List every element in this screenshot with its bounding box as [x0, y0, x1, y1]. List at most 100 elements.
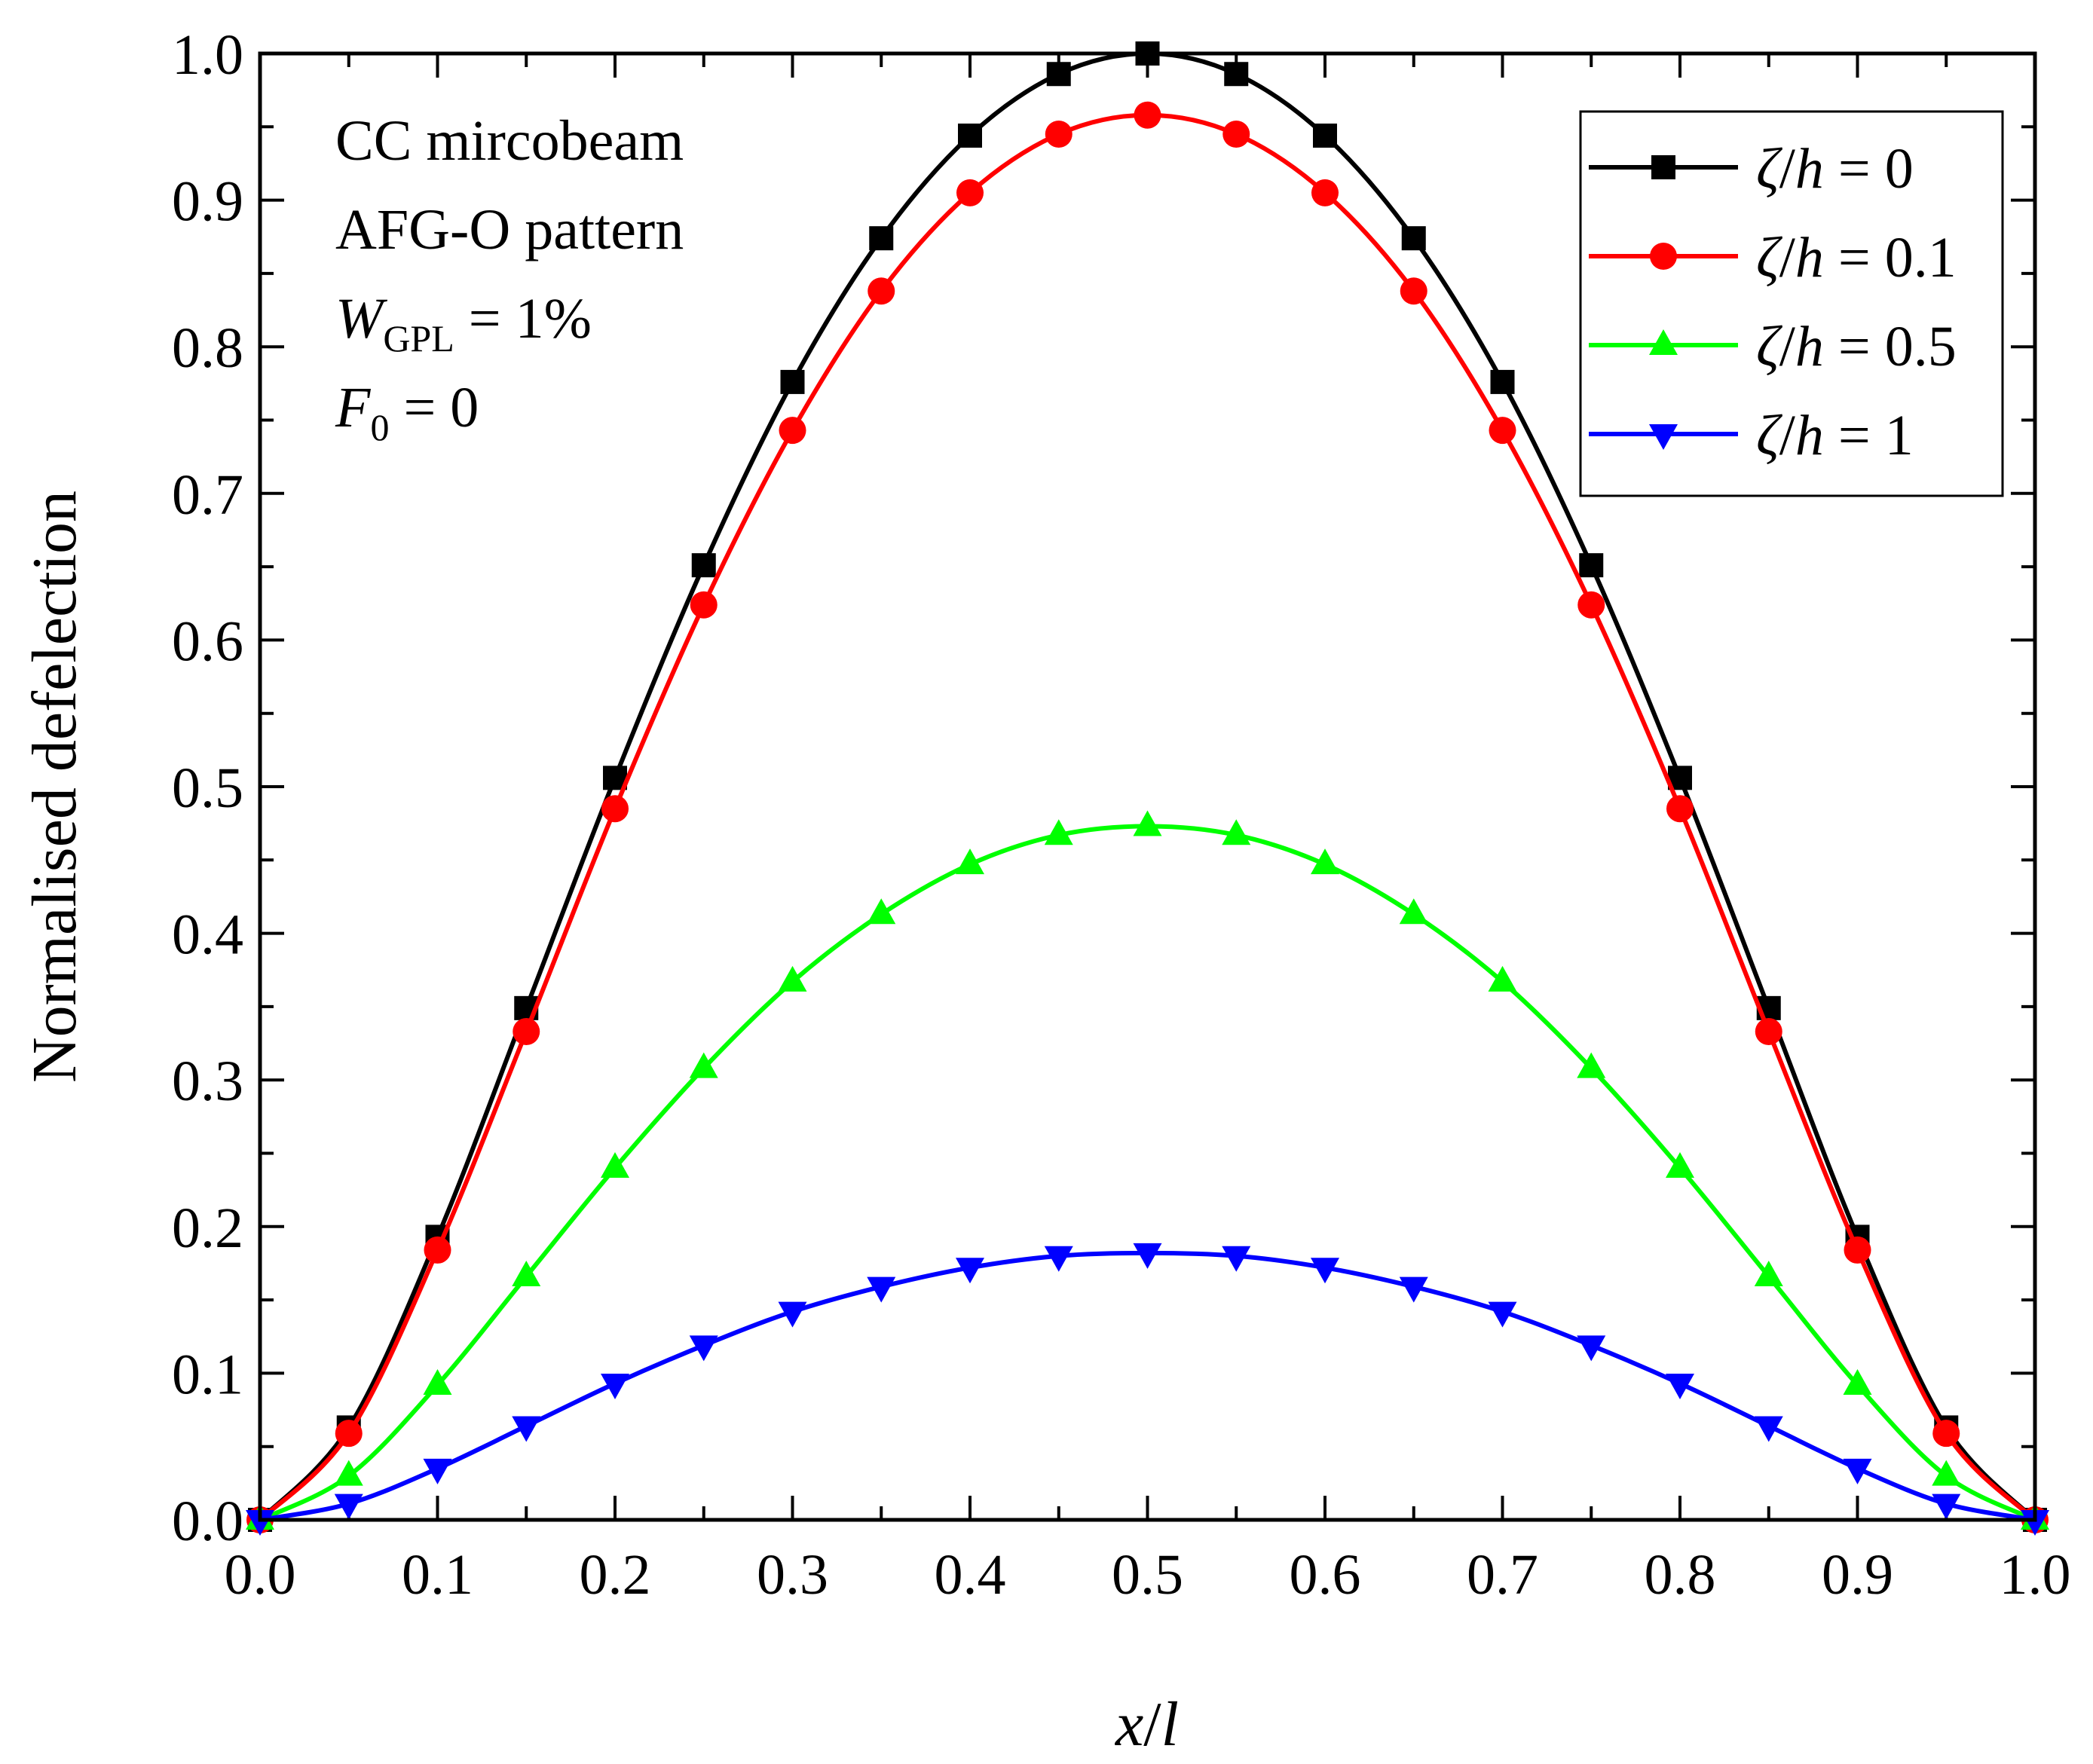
data-point [689, 1335, 718, 1362]
x-tick-label: 0.3 [757, 1543, 828, 1607]
data-point [956, 848, 984, 875]
x-tick-label: 0.9 [1822, 1543, 1893, 1607]
legend-label: ζ/h = 1 [1756, 404, 1914, 467]
data-point [1489, 417, 1516, 445]
legend-item: ζ/h = 0 [1589, 137, 1914, 200]
legend: ζ/h = 0 ζ/h = 0.1 ζ/h = 0.5 ζ/h = 1 [1579, 110, 2004, 497]
data-point [1044, 819, 1073, 845]
data-point [869, 226, 894, 251]
data-point [1224, 62, 1249, 87]
legend-marker [1650, 243, 1677, 270]
x-tick-label: 0.2 [580, 1543, 651, 1607]
data-point [778, 965, 807, 992]
data-point [1488, 965, 1517, 992]
data-point [1932, 1420, 1960, 1448]
data-point [1045, 121, 1073, 148]
data-point [512, 1260, 541, 1286]
data-point [1044, 1246, 1073, 1272]
annotation-gpl-fraction: WGPL = 1% [335, 287, 592, 359]
legend-item: ζ/h = 0.1 [1589, 226, 1957, 289]
data-point [1755, 1017, 1782, 1045]
data-point [2021, 1510, 2049, 1536]
data-point [1134, 101, 1161, 129]
data-point [601, 1151, 629, 1178]
annotation-force: F0 = 0 [335, 376, 479, 448]
data-point [1222, 1246, 1251, 1272]
data-point [423, 1458, 452, 1484]
x-tick-label: 0.4 [935, 1543, 1006, 1607]
x-tick-label: 0.8 [1645, 1543, 1716, 1607]
x-axis-title: x/l [1114, 1689, 1179, 1759]
y-tick-label: 0.0 [172, 1490, 243, 1553]
y-tick-label: 0.8 [172, 316, 243, 380]
series-4 [246, 1243, 2049, 1536]
y-axis-title: Normalised defelection [20, 491, 90, 1083]
data-point [1754, 1416, 1783, 1442]
y-tick-label: 0.7 [172, 463, 243, 527]
data-point [1666, 795, 1694, 823]
data-point [1311, 848, 1339, 875]
data-point [1400, 277, 1427, 305]
data-point [956, 179, 984, 206]
data-point [1222, 121, 1250, 148]
data-point [690, 591, 718, 619]
data-point [334, 1493, 363, 1520]
data-point [867, 277, 895, 305]
y-tick-label: 0.2 [172, 1197, 243, 1260]
data-point [867, 898, 896, 925]
data-point [1844, 1236, 1871, 1264]
series-2 [246, 101, 2049, 1533]
data-point [513, 1017, 540, 1045]
data-point [1666, 1151, 1694, 1178]
x-tick-label: 0.1 [402, 1543, 473, 1607]
data-point [424, 1236, 451, 1264]
data-point [334, 1460, 363, 1486]
data-point [1311, 179, 1339, 206]
legend-item: ζ/h = 1 [1589, 404, 1914, 467]
annotation-block: CC mircobeam AFG-O pattern WGPL = 1% F0 … [335, 109, 684, 448]
data-point [1843, 1458, 1872, 1484]
y-tick-label: 0.3 [172, 1050, 243, 1113]
x-tick-label: 0.7 [1467, 1543, 1538, 1607]
data-point [1399, 898, 1428, 925]
x-tick-label: 0.5 [1112, 1543, 1183, 1607]
data-point [1932, 1493, 1961, 1520]
data-point [601, 795, 629, 823]
data-point [601, 1374, 629, 1400]
data-point [1311, 1258, 1339, 1284]
annotation-pattern: AFG-O pattern [335, 198, 684, 261]
tick-labels: 0.0 0.1 0.2 0.3 0.4 0.5 0.6 0.7 0.8 0.9 1.0 0.0 0.1 0… [172, 23, 2071, 1607]
y-tick-label: 0.9 [172, 170, 243, 234]
data-point [780, 369, 805, 394]
annotation-beam-type: CC mircobeam [335, 109, 684, 173]
data-point [1932, 1460, 1961, 1486]
data-point [1046, 62, 1071, 87]
data-point [1222, 819, 1251, 845]
data-point [1133, 810, 1162, 836]
data-point [1399, 1276, 1428, 1303]
y-tick-label: 0.6 [172, 610, 243, 673]
data-point [512, 1416, 541, 1442]
data-point [1579, 553, 1604, 578]
legend-label: ζ/h = 0.5 [1756, 315, 1957, 378]
data-point [867, 1276, 896, 1303]
data-point [246, 1510, 274, 1536]
x-tick-label: 1.0 [2000, 1543, 2071, 1607]
y-tick-label: 1.0 [172, 23, 243, 87]
legend-label: ζ/h = 0 [1756, 137, 1914, 200]
data-point [1401, 226, 1426, 251]
data-point [778, 1301, 807, 1328]
data-point [1666, 1374, 1694, 1400]
y-tick-label: 0.4 [172, 903, 243, 967]
data-point [1577, 1335, 1606, 1362]
data-point [956, 1258, 984, 1284]
y-tick-label: 0.5 [172, 757, 243, 820]
data-point [423, 1368, 452, 1395]
data-point [1843, 1368, 1872, 1395]
x-tick-label: 0.6 [1290, 1543, 1361, 1607]
data-point [335, 1420, 363, 1448]
legend-marker [1649, 424, 1678, 450]
data-point [1577, 591, 1605, 619]
x-tick-label: 0.0 [225, 1543, 296, 1607]
